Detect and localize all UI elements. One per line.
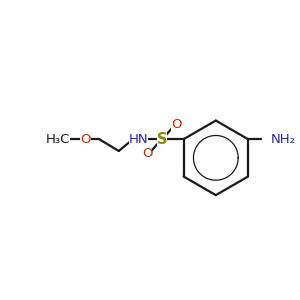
Text: H₃C: H₃C bbox=[46, 133, 70, 146]
Text: NH₂: NH₂ bbox=[271, 133, 296, 146]
Text: O: O bbox=[171, 118, 182, 131]
Text: O: O bbox=[142, 147, 152, 161]
Text: HN: HN bbox=[129, 133, 148, 146]
Text: O: O bbox=[80, 133, 91, 146]
Text: S: S bbox=[157, 132, 167, 147]
